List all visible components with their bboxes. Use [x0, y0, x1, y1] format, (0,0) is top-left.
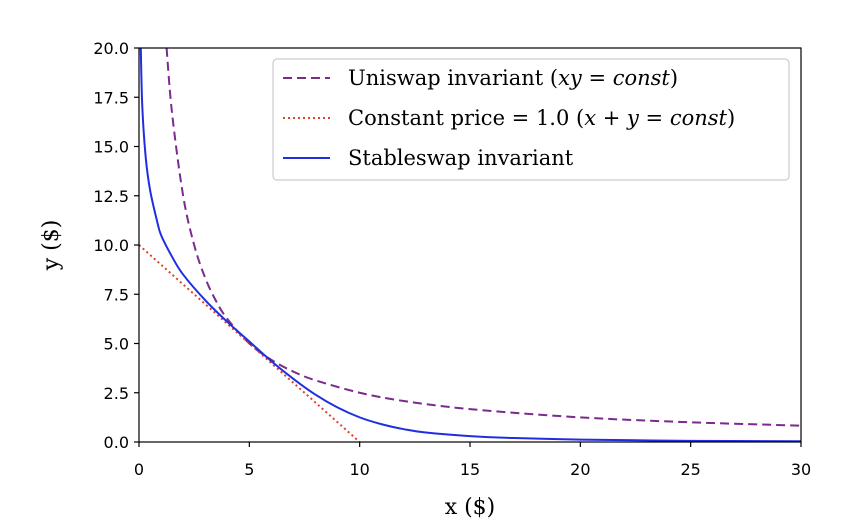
x-axis-label: x ($) — [445, 495, 496, 520]
x-tick-label: 0 — [134, 460, 144, 479]
legend-box — [272, 58, 790, 181]
uniswap-invariant-line — [165, 48, 801, 427]
y-tick-label: 12.5 — [93, 187, 129, 206]
legend-entry-constant-price: Constant price = 1.0 (x + y = const) — [283, 106, 735, 130]
x-axis-ticks: 0 5 10 15 20 25 30 — [134, 442, 811, 479]
legend-label: Constant price = 1.0 (x + y = const) — [348, 106, 735, 130]
legend-entry-stableswap: Stableswap invariant — [283, 146, 574, 170]
y-tick-label: 2.5 — [104, 384, 129, 403]
y-axis-ticks: 0.0 2.5 5.0 7.5 10.0 12.5 15.0 17.5 20.0 — [93, 39, 139, 452]
x-tick-label: 5 — [244, 460, 254, 479]
series-layer — [139, 48, 801, 442]
x-tick-label: 30 — [791, 460, 811, 479]
legend-label: Stableswap invariant — [348, 146, 574, 170]
y-axis-label: y ($) — [39, 220, 64, 272]
x-tick-label: 10 — [349, 460, 369, 479]
x-tick-label: 20 — [570, 460, 590, 479]
y-tick-label: 15.0 — [93, 138, 129, 157]
y-tick-label: 20.0 — [93, 39, 129, 58]
y-tick-label: 17.5 — [93, 88, 129, 107]
y-tick-label: 10.0 — [93, 236, 129, 255]
stableswap-invariant-line — [139, 48, 801, 442]
constant-price-line — [139, 244, 361, 442]
legend-label: Uniswap invariant (xy = const) — [348, 66, 678, 90]
x-tick-label: 25 — [680, 460, 700, 479]
y-tick-label: 0.0 — [104, 433, 129, 452]
y-tick-label: 5.0 — [104, 335, 129, 354]
x-tick-label: 15 — [460, 460, 480, 479]
legend-entry-uniswap: Uniswap invariant (xy = const) — [283, 66, 678, 90]
y-tick-label: 7.5 — [104, 285, 129, 304]
legend: Uniswap invariant (xy = const) Constant p… — [272, 58, 790, 181]
